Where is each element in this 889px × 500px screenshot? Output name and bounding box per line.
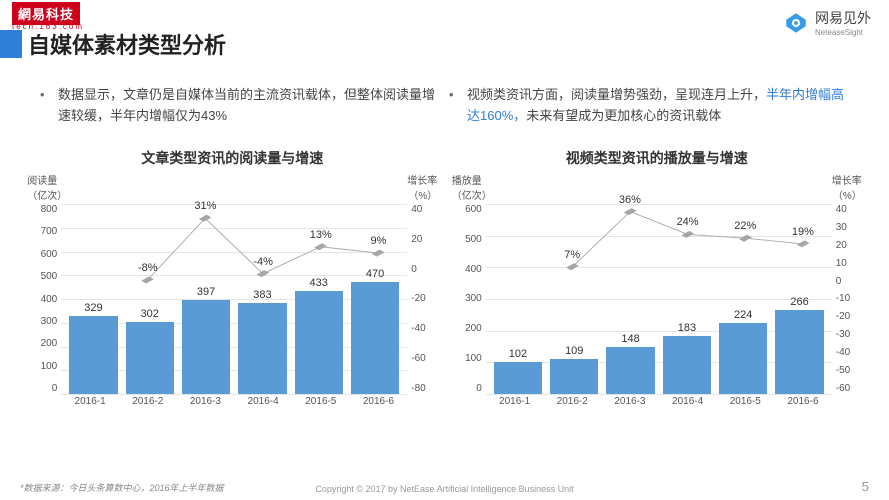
- y2-axis-label: 增长率（%）: [832, 172, 862, 202]
- bar: [606, 347, 654, 394]
- bar-label: 183: [678, 322, 696, 334]
- bar-label: 433: [310, 277, 328, 289]
- title-bar: 自媒体素材类型分析: [0, 28, 226, 60]
- bar: [69, 316, 117, 394]
- bar-label: 102: [509, 348, 527, 360]
- bar-col: 148: [606, 333, 654, 394]
- chart-left: 文章类型资讯的阅读量与增速阅读量（亿次）增长率（%）80070060050040…: [27, 148, 437, 414]
- y2-axis: 40200-20-40-60-80: [411, 204, 437, 394]
- bar-col: 383: [238, 289, 286, 394]
- x-axis: 2016-12016-22016-32016-42016-52016-6: [486, 396, 832, 407]
- bar: [295, 291, 343, 394]
- chart-title: 视频类型资讯的播放量与增速: [452, 148, 862, 168]
- bar-col: 224: [719, 309, 767, 394]
- chart-right: 视频类型资讯的播放量与增速播放量（亿次）增长率（%）60050040030020…: [452, 148, 862, 414]
- bar-label: 224: [734, 309, 752, 321]
- title-accent: [0, 30, 22, 58]
- y1-axis: 6005004003002001000: [452, 204, 482, 394]
- bullet-left: 数据显示，文章仍是自媒体当前的主流资讯载体，但整体阅读量增速较缓，半年内增幅仅为…: [40, 85, 440, 127]
- bar: [351, 282, 399, 394]
- grid-line: [486, 394, 832, 395]
- bar-col: 433: [295, 277, 343, 394]
- logo-text-en: NeteaseSight: [815, 28, 871, 37]
- bullet-right-post: 未来有望成为更加核心的资讯载体: [526, 108, 721, 123]
- bar-group: 102 109 148 183 224 266: [486, 204, 832, 394]
- bar-col: 329: [69, 302, 117, 394]
- footer: *数据来源：今日头条算数中心，2016年上半年数据 Copyright © 20…: [0, 479, 889, 494]
- copyright: Copyright © 2017 by NetEase Artificial I…: [315, 484, 573, 494]
- plot: 8007006005004003002001000 40200-20-40-60-…: [27, 204, 437, 414]
- growth-label: 9%: [370, 235, 386, 247]
- growth-label: 31%: [194, 200, 216, 212]
- bullet-row: 数据显示，文章仍是自媒体当前的主流资讯载体，但整体阅读量增速较缓，半年内增幅仅为…: [0, 85, 889, 127]
- bar-col: 302: [126, 308, 174, 394]
- bar-label: 470: [366, 268, 384, 280]
- growth-label: 13%: [310, 229, 332, 241]
- bullet-right: 视频类资讯方面，阅读量增势强劲，呈现连月上升，半年内增幅高达160%，未来有望成…: [449, 85, 849, 127]
- x-axis: 2016-12016-22016-32016-42016-52016-6: [61, 396, 407, 407]
- y2-axis: 403020100-10-20-30-40-50-60: [836, 204, 862, 394]
- growth-label: -8%: [138, 262, 158, 274]
- page-number: 5: [862, 479, 869, 494]
- source-note: *数据来源：今日头条算数中心，2016年上半年数据: [20, 481, 224, 494]
- bar-col: 183: [663, 322, 711, 394]
- chart-title: 文章类型资讯的阅读量与增速: [27, 148, 437, 168]
- bar-label: 302: [141, 308, 159, 320]
- bar-label: 397: [197, 286, 215, 298]
- growth-label: -4%: [253, 256, 273, 268]
- bar-label: 383: [253, 289, 271, 301]
- bar-label: 329: [84, 302, 102, 314]
- bar: [775, 310, 823, 394]
- bar: [550, 359, 598, 394]
- bar-col: 470: [351, 268, 399, 394]
- bar-col: 102: [494, 348, 542, 394]
- bullet-right-pre: 视频类资讯方面，阅读量增势强劲，呈现连月上升，: [467, 87, 766, 102]
- charts-row: 文章类型资讯的阅读量与增速阅读量（亿次）增长率（%）80070060050040…: [0, 148, 889, 414]
- bar-label: 109: [565, 345, 583, 357]
- bar: [494, 362, 542, 394]
- bar-label: 266: [790, 296, 808, 308]
- growth-label: 22%: [734, 220, 756, 232]
- brand-logo: 网易见外 NeteaseSight: [783, 8, 871, 37]
- bar-group: 329 302 397 383 433 470: [61, 204, 407, 394]
- y1-axis-label: 播放量（亿次）: [452, 172, 492, 202]
- growth-label: 36%: [619, 194, 641, 206]
- bar: [663, 336, 711, 394]
- bar: [238, 303, 286, 394]
- plot: 6005004003002001000 403020100-10-20-30-40…: [452, 204, 862, 414]
- y2-axis-label: 增长率（%）: [407, 172, 437, 202]
- grid-line: [61, 394, 407, 395]
- bar-col: 266: [775, 296, 823, 394]
- growth-label: 24%: [677, 216, 699, 228]
- plot-area: 329302397383433470-8%31%-4%13%9%: [61, 204, 407, 394]
- eye-icon: [783, 10, 809, 36]
- bar-col: 109: [550, 345, 598, 394]
- logo-text-cn: 网易见外: [815, 8, 871, 28]
- plot-area: 1021091481832242667%36%24%22%19%: [486, 204, 832, 394]
- bar: [126, 322, 174, 394]
- y1-axis-label: 阅读量（亿次）: [27, 172, 67, 202]
- bar-col: 397: [182, 286, 230, 394]
- bar: [182, 300, 230, 394]
- bar-label: 148: [621, 333, 639, 345]
- page-title: 自媒体素材类型分析: [28, 28, 226, 60]
- growth-label: 7%: [564, 249, 580, 261]
- y1-axis: 8007006005004003002001000: [27, 204, 57, 394]
- bar: [719, 323, 767, 394]
- growth-label: 19%: [792, 226, 814, 238]
